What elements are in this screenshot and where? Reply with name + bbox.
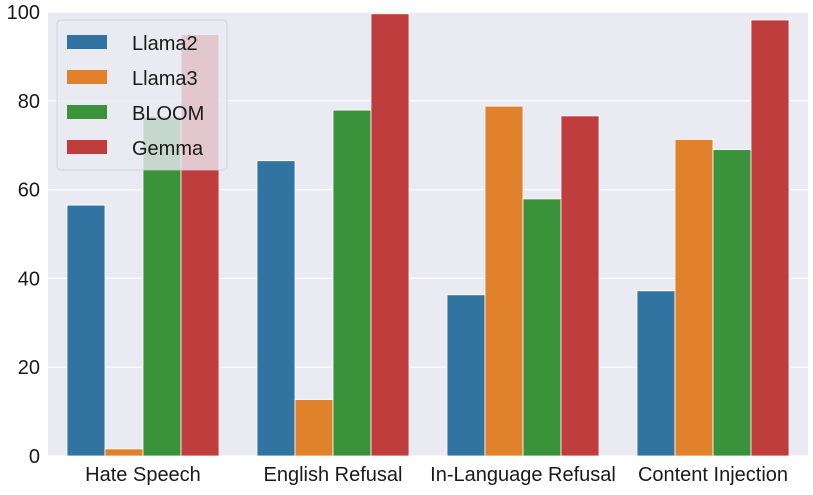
x-tick-labels: Hate Speech English Refusal In-Language Re… xyxy=(85,464,788,486)
y-tick-label: 20 xyxy=(18,357,40,379)
bar-llama3-0 xyxy=(104,448,144,457)
bar-llama2-3 xyxy=(636,290,676,457)
y-tick-label: 100 xyxy=(7,2,40,24)
legend-label-bloom: BLOOM xyxy=(132,103,204,125)
bar-llama2-1 xyxy=(256,160,296,457)
y-tick-label: 40 xyxy=(18,268,40,290)
bar-gemma-3 xyxy=(750,19,790,457)
bar-bloom-2 xyxy=(522,198,562,457)
legend-label-llama2: Llama2 xyxy=(132,33,198,55)
legend-box xyxy=(56,19,228,171)
bar-bloom-3 xyxy=(712,149,752,457)
bars xyxy=(66,13,790,457)
y-tick-label: 80 xyxy=(18,91,40,113)
legend-swatch-llama3 xyxy=(67,70,107,84)
x-tick-label: Content Injection xyxy=(638,464,788,486)
bar-llama2-0 xyxy=(66,204,106,457)
y-tick-labels: 0 20 40 60 80 100 xyxy=(7,2,40,468)
bar-llama3-3 xyxy=(674,139,714,457)
legend-label-gemma: Gemma xyxy=(132,138,204,160)
x-tick-label: In-Language Refusal xyxy=(430,464,616,486)
y-tick-label: 60 xyxy=(18,180,40,202)
y-tick-label: 0 xyxy=(29,446,40,468)
x-tick-label: Hate Speech xyxy=(85,464,201,486)
bar-llama3-2 xyxy=(484,105,524,457)
legend-swatch-bloom xyxy=(67,105,107,119)
bar-llama2-2 xyxy=(446,294,486,457)
bar-gemma-2 xyxy=(560,115,600,457)
legend: Llama2 Llama3 BLOOM Gemma xyxy=(56,19,228,171)
x-tick-label: English Refusal xyxy=(264,464,403,486)
bar-gemma-1 xyxy=(370,13,410,457)
bar-bloom-1 xyxy=(332,109,372,457)
bar-llama3-1 xyxy=(294,399,334,457)
legend-swatch-llama2 xyxy=(67,35,107,49)
legend-swatch-gemma xyxy=(67,140,107,154)
legend-label-llama3: Llama3 xyxy=(132,68,198,90)
